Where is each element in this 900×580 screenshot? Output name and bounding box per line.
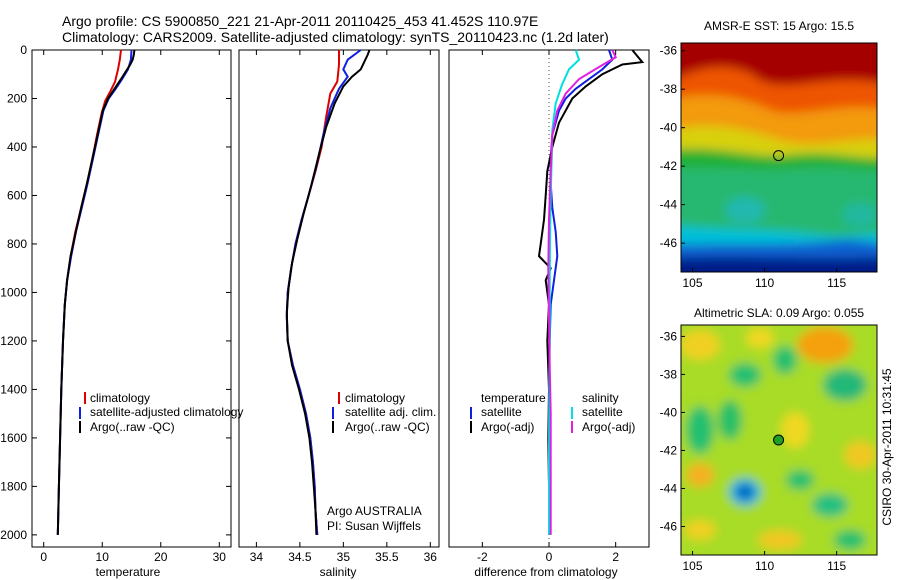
sst-map-frame: [680, 42, 878, 273]
legend-label: Argo(-adj): [481, 420, 534, 434]
legend-label: climatology: [345, 391, 405, 405]
difference-ticks: -2 0 2: [477, 50, 619, 564]
salinity-ticks: 34 34.5 35 35.5 36: [250, 50, 438, 564]
difference-legend: temperature satellite Argo(-adj) salinit…: [470, 391, 635, 434]
side-label: CSIRO 30-Apr-2011 10:31:45: [880, 368, 894, 526]
y-tick-label: -42: [660, 159, 678, 173]
series-line: [285, 49, 371, 535]
sla-map-title: Altimetric SLA: 0.09 Argo: 0.055: [694, 306, 864, 320]
y-tick-label: -46: [660, 236, 678, 250]
y-tick-label: 1200: [0, 334, 27, 348]
series-line: [56, 49, 133, 535]
sst-map-panel: AMSR-E SST: 15 Argo: 15.5 105 110 115 -36 -3…: [660, 19, 878, 290]
y-tick-label: -36: [660, 44, 678, 58]
y-tick-label: 400: [7, 140, 27, 154]
x-tick-label: 30: [213, 550, 227, 564]
sla-profile-marker: [773, 434, 785, 446]
salinity-legend: climatology satellite adj. clim. Argo(..…: [332, 391, 436, 434]
x-tick-label: 34.5: [288, 550, 312, 564]
y-tick-label: 200: [7, 91, 27, 105]
legend-label: Argo(..raw -QC): [90, 420, 175, 434]
sla-map-field: [681, 325, 877, 555]
x-tick-label: 0: [40, 550, 47, 564]
sst-map-field: [681, 43, 877, 272]
difference-panel: -2 0 2 difference from climatology tempera…: [448, 49, 650, 579]
argo-program-label: Argo AUSTRALIA: [327, 504, 422, 518]
y-tick-label: 600: [7, 188, 27, 202]
x-tick-label: 115: [827, 559, 846, 573]
sst-map-ticks: 105 110 115 -36 -38 -40 -42 -44 -46: [660, 44, 847, 290]
salinity-axes: [238, 49, 440, 548]
y-tick-label: 2000: [0, 528, 27, 542]
x-tick-label: 35.5: [375, 550, 399, 564]
series-line: [285, 49, 362, 535]
x-tick-label: 105: [683, 276, 703, 290]
difference-marks: [537, 49, 645, 535]
sst-profile-marker: [773, 150, 785, 162]
y-tick-label: -40: [660, 405, 678, 419]
x-tick-label: 0: [546, 550, 553, 564]
legend-label: Argo(..raw -QC): [345, 420, 430, 434]
sla-map-ticks: 105 110 115 -36 -38 -40 -42 -44 -46: [660, 329, 847, 573]
series-line: [56, 49, 136, 535]
legend-group-title: salinity: [582, 391, 619, 405]
x-tick-label: 10: [96, 550, 110, 564]
legend-group-title: temperature: [481, 391, 546, 405]
y-tick-label: -42: [660, 443, 678, 457]
y-tick-label: 1400: [0, 382, 27, 396]
figure-title-line-2: Climatology: CARS2009. Satellite-adjuste…: [62, 29, 609, 45]
temperature-axes: [31, 49, 232, 548]
pi-label: PI: Susan Wijffels: [327, 519, 421, 533]
y-tick-label: -38: [660, 367, 678, 381]
x-tick-label: -2: [477, 550, 488, 564]
y-tick-label: 1800: [0, 479, 27, 493]
legend-label: climatology: [90, 391, 150, 405]
series-line: [56, 49, 122, 535]
y-tick-label: -44: [660, 481, 678, 495]
y-tick-label: -40: [660, 121, 678, 135]
depth-ticks: 0 200 400 600 800 1000 1200 1400 1600 1800 2000: [0, 43, 231, 542]
sla-map-frame: [680, 324, 878, 556]
sst-map-title: AMSR-E SST: 15 Argo: 15.5: [704, 19, 854, 33]
x-tick-label: 110: [755, 559, 774, 573]
temperature-panel: 0 200 400 600 800 1000 1200 1400 1600 1800 2000 0 1…: [0, 43, 243, 579]
y-tick-label: -38: [660, 82, 678, 96]
series-line: [547, 49, 617, 535]
legend-label: satellite: [481, 405, 522, 419]
y-tick-label: -36: [660, 329, 678, 343]
legend-label: satellite-adjusted climatology: [90, 405, 243, 419]
temperature-legend: climatology satellite-adjusted climatolo…: [79, 391, 243, 434]
x-tick-label: 110: [755, 276, 774, 290]
temperature-ticks: 0 10 20 30: [40, 50, 226, 564]
legend-label: satellite adj. clim.: [345, 405, 436, 419]
legend-label: satellite: [582, 405, 623, 419]
salinity-panel: 34 34.5 35 35.5 36 salinity climatology sate…: [238, 49, 440, 579]
temperature-axis-label: temperature: [96, 565, 161, 579]
x-tick-label: 35: [337, 550, 351, 564]
series-line: [548, 49, 581, 535]
difference-axis-label: difference from climatology: [474, 565, 617, 579]
y-tick-label: -46: [660, 519, 678, 533]
y-tick-label: -44: [660, 198, 678, 212]
x-tick-label: 2: [612, 550, 619, 564]
sla-map-panel: Altimetric SLA: 0.09 Argo: 0.055: [660, 306, 878, 573]
y-tick-label: 0: [20, 43, 27, 57]
y-tick-label: 1600: [0, 431, 27, 445]
salinity-marks: [285, 49, 371, 535]
legend-label: Argo(-adj): [582, 420, 635, 434]
x-tick-label: 105: [683, 559, 703, 573]
salinity-axis-label: salinity: [320, 565, 357, 579]
x-tick-label: 20: [154, 550, 168, 564]
x-tick-label: 36: [424, 550, 438, 564]
x-tick-label: 34: [250, 550, 264, 564]
x-tick-label: 115: [827, 276, 846, 290]
y-tick-label: 800: [7, 237, 27, 251]
y-tick-label: 1000: [0, 285, 27, 299]
temperature-marks: [56, 49, 136, 535]
figure-title-line-1: Argo profile: CS 5900850_221 21-Apr-2011…: [62, 13, 538, 29]
